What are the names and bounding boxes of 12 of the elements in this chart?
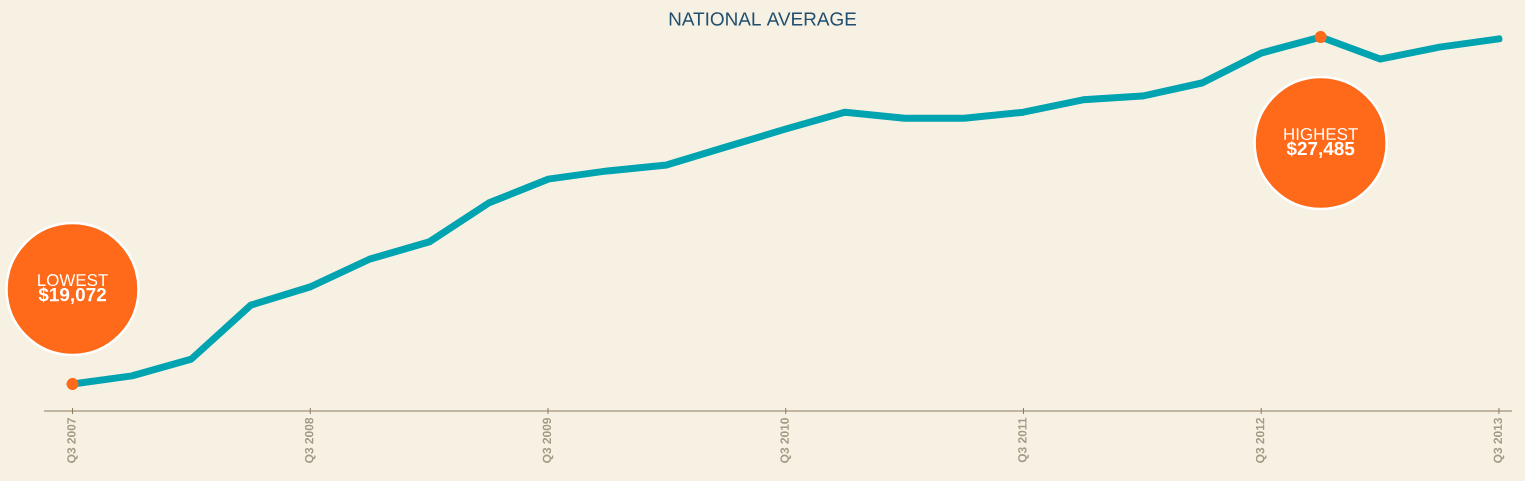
x-tick-label: Q3 2013 <box>1493 417 1505 463</box>
x-tick-label: Q3 2007 <box>67 418 78 463</box>
x-tick-label: Q3 2011 <box>1018 417 1029 463</box>
annotation: HIGHEST <box>1284 128 1358 141</box>
annotation: $27,485 <box>1286 141 1355 158</box>
annotation: LOWEST <box>38 274 108 287</box>
x-tick-label: Q3 2010 <box>780 418 792 463</box>
x-tick-label: Q3 2009 <box>542 417 554 463</box>
chart-title: NATIONAL AVERAGE <box>669 12 857 26</box>
annotation: $19,072 <box>38 287 106 305</box>
x-tick-label: Q3 2008 <box>304 417 316 463</box>
x-tick-label: Q3 2012 <box>1255 418 1267 463</box>
